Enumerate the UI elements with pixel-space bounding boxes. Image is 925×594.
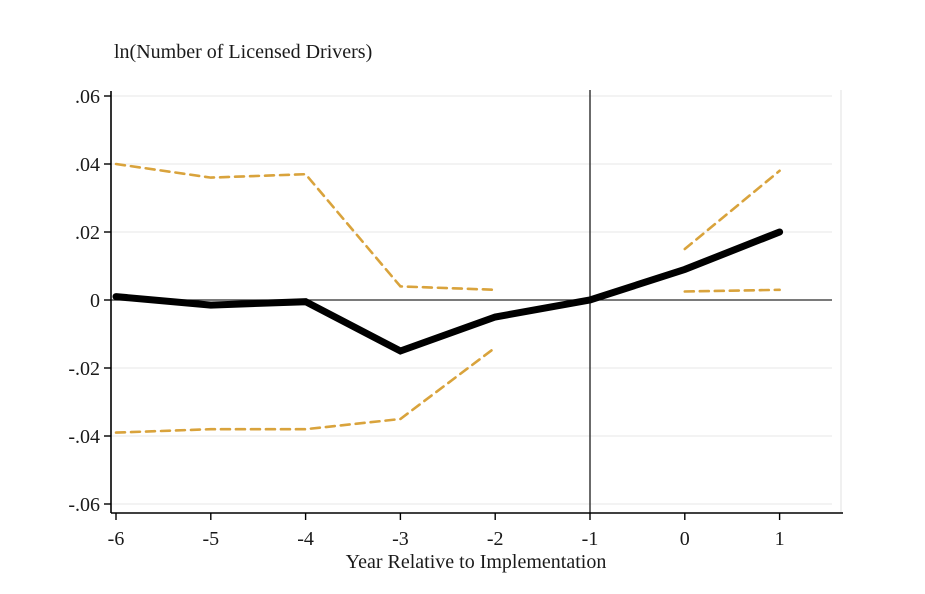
x-tick-label: 0	[680, 528, 690, 550]
x-tick-label: -1	[582, 528, 599, 550]
x-axis-title: Year Relative to Implementation	[345, 551, 607, 573]
y-tick-label: .02	[75, 222, 100, 244]
y-tick-label: -.06	[68, 494, 100, 516]
ci-lower-line	[114, 346, 497, 434]
y-tick-label: 0	[90, 290, 100, 312]
y-tick-label: -.04	[68, 426, 100, 448]
ci-upper-line	[683, 169, 781, 251]
y-tick-label: .06	[75, 86, 100, 108]
x-tick-label: -6	[108, 528, 125, 550]
x-tick-label: -4	[297, 528, 314, 550]
ci-upper-line	[114, 162, 497, 292]
ci-lower-line	[683, 288, 781, 293]
x-tick-label: -2	[487, 528, 504, 550]
x-tick-label: -3	[392, 528, 409, 550]
x-tick-label: -5	[202, 528, 219, 550]
point-estimate-line	[112, 228, 784, 355]
chart-title: ln(Number of Licensed Drivers)	[114, 41, 373, 63]
y-tick-label: .04	[75, 154, 100, 176]
y-tick-label: -.02	[68, 358, 100, 380]
x-tick-label: 1	[775, 528, 785, 550]
